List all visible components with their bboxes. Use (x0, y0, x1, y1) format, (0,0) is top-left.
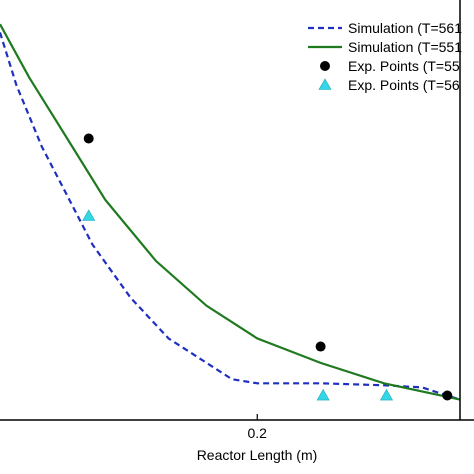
series-line-1 (0, 23, 461, 401)
data-point-circle (442, 390, 453, 401)
legend-label-1: Simulation (T=551 (348, 39, 462, 55)
data-point-triangle (379, 388, 394, 401)
legend-label-0: Simulation (T=561 (348, 20, 462, 36)
legend-label-2: Exp. Points (T=55 (348, 58, 460, 74)
data-point-triangle (82, 209, 96, 221)
axes (0, 0, 474, 421)
x-ticks: 0.2 (248, 414, 268, 441)
legend: Simulation (T=561 Simulation (T=551 Exp. P… (308, 20, 462, 93)
plot-area (0, 23, 461, 401)
x-axis-label: Reactor Length (m) (197, 447, 318, 463)
legend-label-3: Exp. Points (T=56 (348, 77, 460, 93)
series-line-0 (0, 32, 461, 401)
data-point-circle (315, 341, 326, 352)
x-tick-label: 0.2 (248, 425, 268, 441)
data-point-triangle (316, 388, 330, 401)
legend-marker-triangle (318, 78, 332, 90)
data-point-circle (83, 133, 94, 144)
legend-marker-circle (320, 61, 330, 71)
